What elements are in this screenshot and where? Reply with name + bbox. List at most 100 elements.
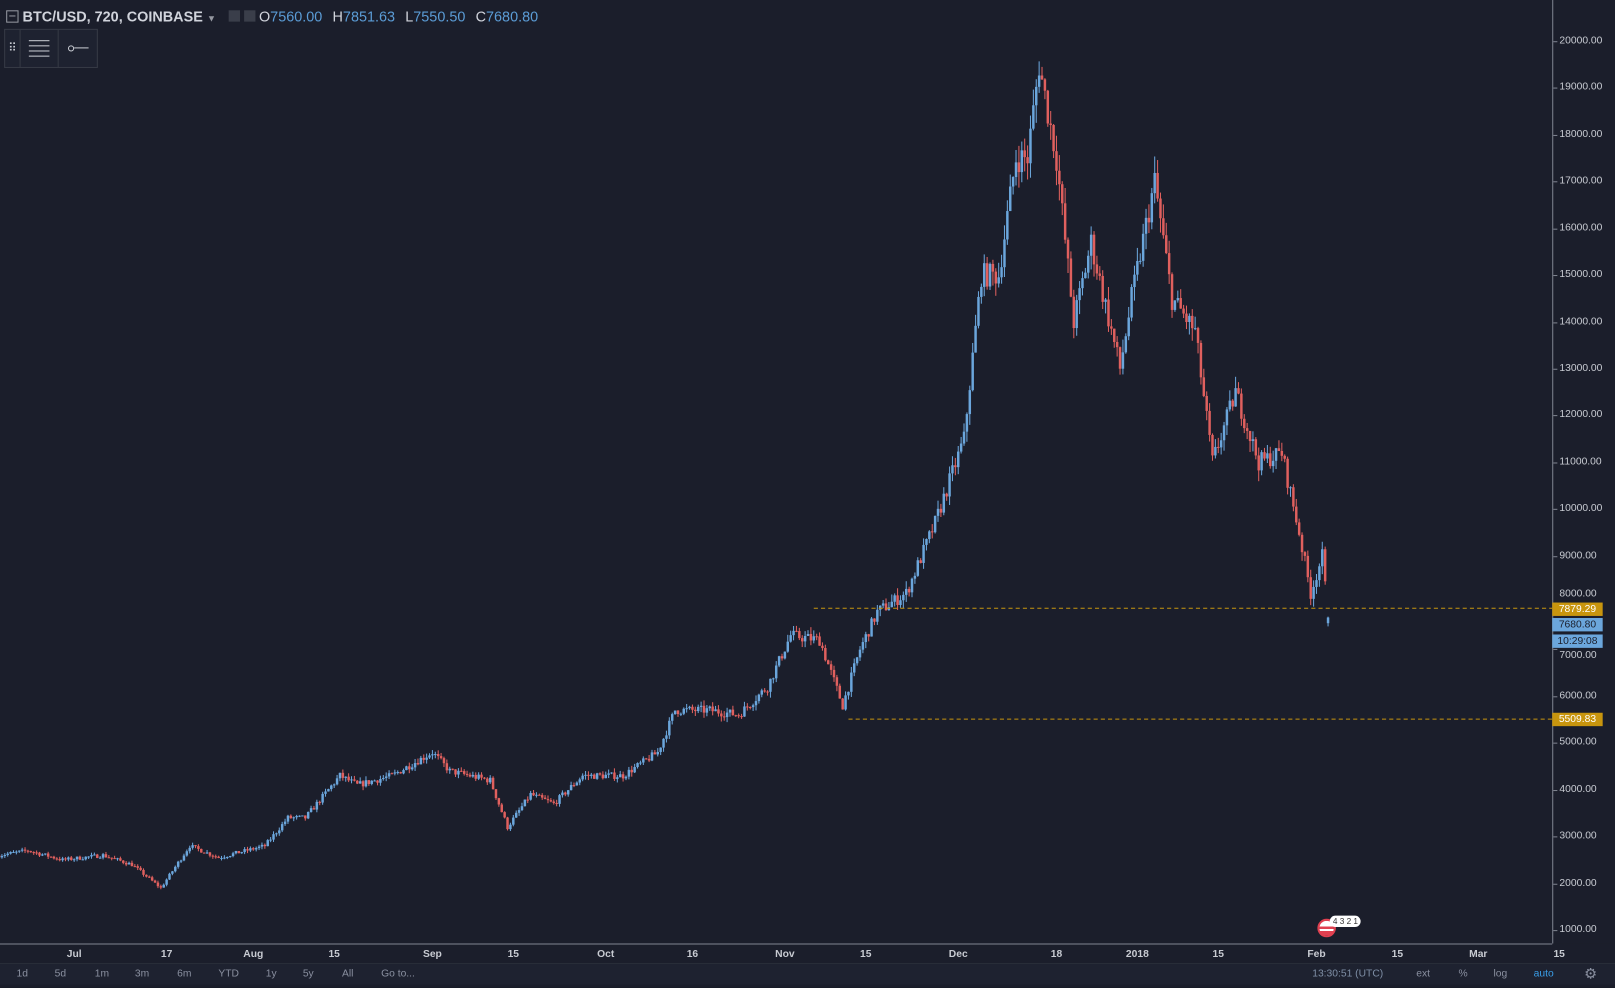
candle-body: [1049, 123, 1052, 126]
candle-body: [113, 858, 116, 860]
ext-toggle[interactable]: ext: [1416, 968, 1430, 980]
candle-body: [633, 767, 636, 773]
price-label: 17000.00: [1559, 175, 1603, 187]
candle-body: [945, 493, 948, 497]
time-label: Dec: [948, 948, 968, 960]
log-toggle[interactable]: log: [1493, 968, 1508, 980]
candle-body: [78, 856, 82, 860]
candle-body: [555, 802, 558, 804]
candle-body: [965, 414, 969, 432]
candle-body: [1104, 299, 1107, 302]
price-label: 3000.00: [1559, 830, 1597, 842]
candle-body: [572, 785, 576, 787]
candle-body: [1098, 273, 1102, 276]
settings-gear-icon[interactable]: ⚙: [1584, 965, 1598, 982]
drag-handle-icon[interactable]: ⠿: [5, 29, 21, 67]
range-button-5y[interactable]: 5y: [302, 968, 314, 980]
candle-body: [549, 800, 553, 802]
candle-body: [769, 678, 772, 692]
gear-icon[interactable]: [243, 10, 255, 22]
economic-events-badge[interactable]: 4 3 2 1: [1317, 915, 1362, 939]
percent-toggle[interactable]: %: [1458, 968, 1468, 980]
candle-body: [324, 791, 327, 794]
candle-body: [428, 755, 431, 758]
horizontal-ray-tool-icon[interactable]: [59, 30, 97, 67]
time-axis[interactable]: Jul 17 Aug 15 Sep 15 Oct 16 Nov 15 Dec 18 2018 15 Feb 1…: [0, 943, 1565, 964]
candle-body: [367, 780, 371, 784]
range-button-1y[interactable]: 1y: [265, 968, 277, 980]
candle-body: [1029, 128, 1032, 164]
candle-body: [194, 845, 197, 847]
range-button-6m[interactable]: 6m: [177, 968, 192, 980]
eye-icon[interactable]: [228, 10, 240, 22]
chevron-down-icon[interactable]: ▼: [206, 13, 217, 24]
candle-body: [1297, 522, 1301, 535]
candle-body: [26, 850, 30, 852]
candle-body: [130, 862, 134, 867]
auto-scale-toggle[interactable]: auto: [1533, 968, 1554, 980]
candle-body: [916, 560, 920, 576]
candle-body: [289, 815, 293, 819]
candle-body: [1222, 425, 1226, 441]
candle-body: [1026, 157, 1029, 164]
candle-body: [792, 630, 795, 636]
price-tick: [1553, 321, 1558, 323]
candle-body: [514, 812, 518, 818]
candle-body: [757, 694, 761, 702]
candle-body: [1167, 253, 1171, 275]
candle-body: [919, 560, 922, 563]
candle-body: [223, 857, 226, 859]
range-button-3m[interactable]: 3m: [134, 968, 150, 980]
time-label: Sep: [422, 948, 442, 960]
candle-body: [685, 708, 688, 710]
price-label: 5000.00: [1559, 736, 1597, 749]
candle-body: [257, 846, 261, 849]
candle-body: [1321, 549, 1324, 567]
collapse-icon[interactable]: [6, 10, 19, 23]
range-button-all[interactable]: All: [341, 968, 354, 980]
candle-body: [122, 860, 125, 863]
price-label: 15000.00: [1559, 268, 1603, 281]
range-button-1m[interactable]: 1m: [94, 968, 110, 980]
candle-body: [835, 677, 839, 686]
candle-body: [330, 785, 333, 790]
candle-body: [644, 758, 648, 760]
symbol-title[interactable]: BTC/USD, 720, COINBASE: [22, 8, 203, 25]
candle-body: [731, 709, 735, 716]
candle-body: [474, 774, 477, 779]
candle-body: [624, 776, 628, 779]
candle-body: [662, 738, 665, 748]
candle-body: [1292, 487, 1295, 507]
candle-body: [867, 634, 870, 637]
candle-body: [928, 531, 931, 540]
price-axis[interactable]: 20000.00 19000.00 18000.00 17000.00 16000.00…: [1552, 0, 1615, 944]
candle-body: [497, 798, 501, 805]
candle-body: [12, 851, 15, 854]
candle-body: [974, 325, 977, 353]
chart-plot-area[interactable]: [0, 0, 1553, 944]
candle-body: [165, 879, 168, 885]
price-label: 12000.00: [1559, 409, 1603, 421]
candle-body: [84, 856, 87, 860]
candle-body: [488, 777, 492, 783]
candle-body: [601, 774, 605, 779]
candle-body: [1017, 162, 1021, 173]
range-button-1d[interactable]: 1d: [16, 968, 28, 980]
candle-body: [861, 642, 865, 650]
candle-body: [760, 690, 764, 695]
candle-body: [70, 857, 73, 860]
candle-body: [1150, 193, 1154, 223]
candle-body: [46, 853, 50, 857]
candle-body: [803, 635, 807, 642]
candle-body: [815, 636, 818, 638]
range-button-goto[interactable]: Go to...: [381, 968, 415, 980]
candle-body: [179, 860, 183, 862]
price-label: 19000.00: [1559, 81, 1603, 94]
candle-body: [578, 779, 581, 783]
range-button-ytd[interactable]: YTD: [218, 968, 239, 980]
candle-body: [829, 664, 833, 670]
candle-body: [1170, 274, 1174, 310]
candle-body: [393, 772, 397, 774]
range-button-5d[interactable]: 5d: [54, 968, 67, 980]
horizontal-lines-tool-icon[interactable]: [21, 29, 59, 67]
